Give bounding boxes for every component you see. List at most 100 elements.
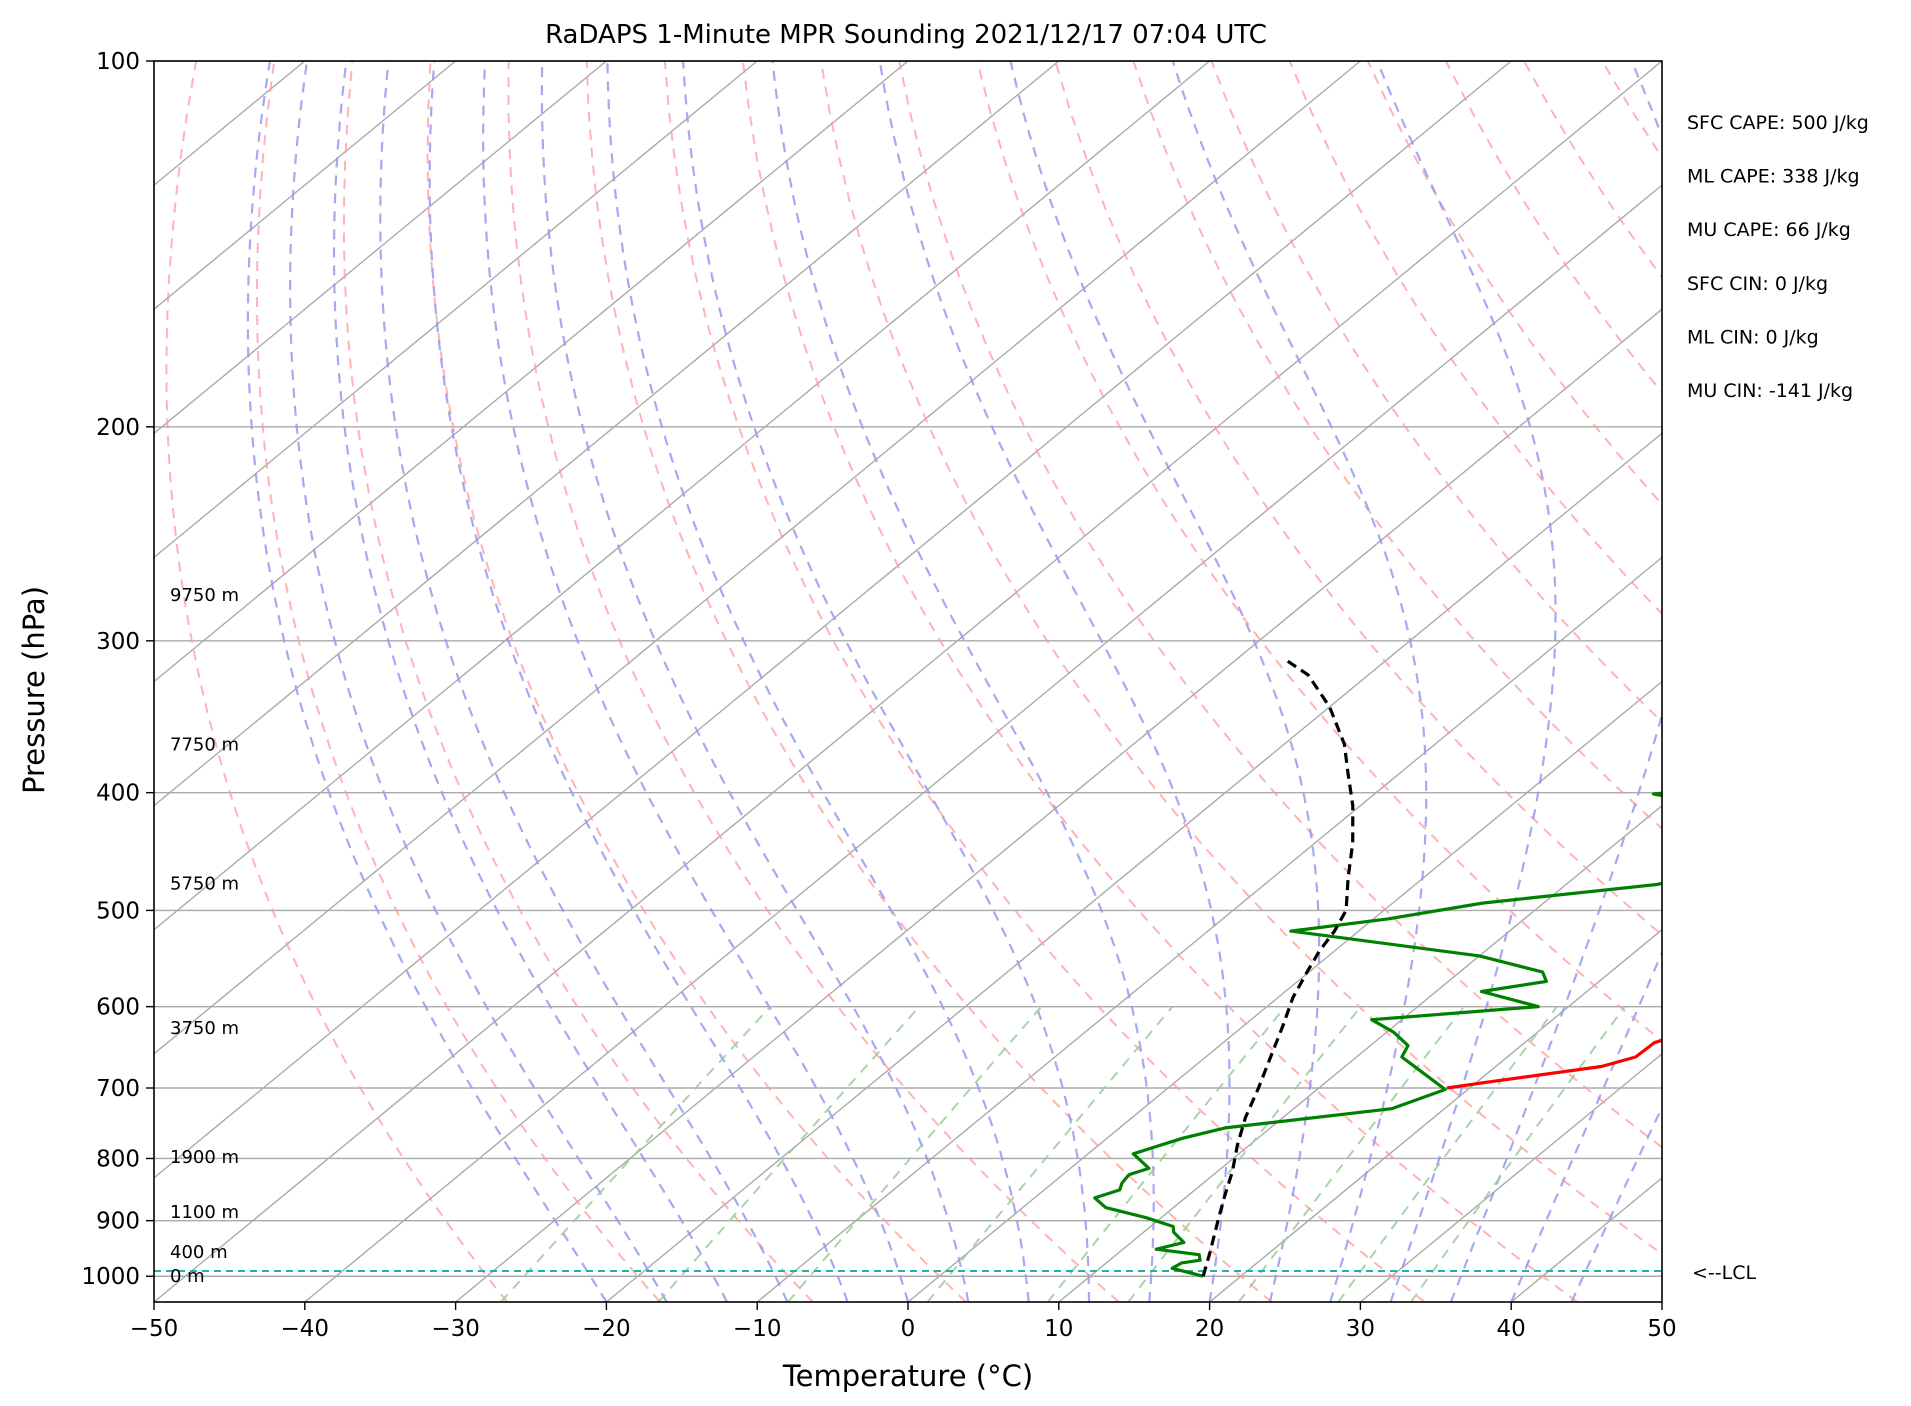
height-label: 5750 m: [170, 873, 239, 894]
dry-adiabat: [1836, 61, 1911, 1302]
isotherm: [154, 61, 1512, 1179]
isotherm: [304, 184, 1662, 1302]
y-axis-label: Pressure (hPa): [17, 586, 51, 794]
dewpoint-line: [1093, 791, 1662, 1278]
stat-label: SFC CAPE: 500 J/kg: [1687, 112, 1869, 134]
stat-label: MU CAPE: 66 J/kg: [1687, 219, 1851, 241]
x-tick-label: 10: [1044, 1316, 1073, 1342]
mixing-ratio-line: [926, 1005, 1174, 1302]
x-tick-label: 50: [1647, 1316, 1676, 1342]
height-label: 9750 m: [170, 585, 239, 606]
dry-adiabat: [256, 61, 661, 1302]
moist-adiabat: [771, 61, 1155, 1302]
isotherm: [154, 61, 1662, 1302]
isotherm: [907, 680, 1662, 1302]
x-tick-label: −40: [281, 1316, 330, 1342]
mixing-ratio-line: [1127, 1005, 1362, 1302]
lcl-label: <--LCL: [1692, 1262, 1756, 1284]
moist-adiabat: [606, 61, 1030, 1302]
x-tick-label: −50: [130, 1316, 179, 1342]
isotherm: [1661, 1301, 1662, 1302]
dry-adiabat: [1758, 61, 1911, 1302]
mixing-ratio-line: [1238, 1005, 1465, 1302]
dry-adiabat: [1680, 61, 1911, 1302]
isotherm: [0, 61, 3, 1302]
background-lines: [0, 61, 1911, 1302]
height-label: 400 m: [170, 1242, 228, 1263]
mixing-ratio-line: [657, 1005, 920, 1302]
isotherm: [154, 61, 607, 435]
isotherm: [154, 61, 457, 311]
moist-adiabat: [481, 61, 910, 1302]
stat-label: MU CIN: -141 J/kg: [1687, 380, 1853, 402]
moist-adiabat: [1570, 1104, 1662, 1302]
dry-adiabat: [165, 61, 508, 1302]
height-label: 1100 m: [170, 1202, 239, 1223]
moist-adiabat: [1009, 61, 1321, 1302]
dry-adiabat: [507, 61, 1120, 1302]
stat-label: ML CAPE: 338 J/kg: [1687, 166, 1860, 188]
isotherm: [154, 61, 909, 683]
mixing-ratio-line: [500, 1005, 772, 1302]
dry-adiabat: [741, 61, 1579, 1302]
height-labels: 0 m 400 m 1100 m 1900 m 3750 m 5750 m 7750 m 97…: [170, 585, 239, 1287]
dry-adiabat: [1445, 61, 1662, 395]
chart-title: RaDAPS 1-Minute MPR Sounding 2021/12/17 …: [545, 20, 1267, 50]
x-axis: −50 −40 −30 −20 −10 0 10 20 30 40 50: [130, 1302, 1677, 1342]
y-tick-label: 100: [96, 49, 140, 75]
isotherm: [1359, 1052, 1662, 1302]
parcel-line: [1201, 656, 1355, 1277]
dry-adiabat: [820, 61, 1662, 1256]
y-tick-label: 600: [96, 995, 140, 1021]
dry-adiabat: [342, 61, 814, 1302]
mixing-ratio-line: [1337, 1006, 1558, 1302]
isotherm: [455, 308, 1662, 1302]
dry-adiabat: [1288, 61, 1662, 616]
moist-adiabat: [1510, 949, 1662, 1302]
moist-adiabat: [332, 61, 728, 1302]
isotherm: [1813, 61, 1911, 1302]
dry-adiabat: [585, 61, 1273, 1302]
x-tick-label: 40: [1497, 1316, 1526, 1342]
x-tick-label: −30: [431, 1316, 480, 1342]
dry-adiabat: [976, 61, 1662, 1043]
moist-adiabat: [288, 61, 668, 1302]
height-label: 1900 m: [170, 1147, 239, 1168]
isotherm: [605, 432, 1662, 1302]
moist-adiabat: [878, 61, 1231, 1302]
y-tick-label: 900: [96, 1209, 140, 1235]
dry-adiabat: [1054, 61, 1662, 937]
moist-adiabat: [379, 61, 789, 1302]
y-tick-label: 500: [96, 898, 140, 924]
isotherm: [1209, 928, 1662, 1302]
height-label: 7750 m: [170, 734, 239, 755]
isotherm: [154, 61, 1361, 1055]
height-label: 3750 m: [170, 1018, 239, 1039]
x-tick-label: −10: [733, 1316, 782, 1342]
y-tick-label: 200: [96, 415, 140, 441]
y-tick-label: 1000: [81, 1264, 140, 1290]
x-tick-label: 20: [1195, 1316, 1224, 1342]
mixing-ratio-line: [787, 1005, 1043, 1302]
isotherm: [154, 61, 1211, 931]
dry-adiabat: [898, 61, 1662, 1149]
y-tick-label: 800: [96, 1146, 140, 1172]
dry-adiabat: [426, 61, 967, 1302]
x-axis-label: Temperature (°C): [782, 1359, 1033, 1393]
stat-label: ML CIN: 0 J/kg: [1687, 326, 1819, 348]
moist-adiabat: [1376, 61, 1557, 1302]
y-tick-label: 300: [96, 629, 140, 655]
dry-adiabat: [1523, 61, 1662, 279]
y-axis: 1000 900 800 700 600 500 400 300 200 100: [81, 49, 154, 1290]
moist-adiabat: [1171, 61, 1428, 1302]
moist-adiabat: [428, 61, 849, 1302]
x-tick-label: 30: [1346, 1316, 1375, 1342]
isotherm: [154, 61, 1060, 807]
moist-adiabat: [1449, 61, 1662, 1302]
moist-adiabat: [682, 61, 1091, 1302]
y-tick-label: 700: [96, 1076, 140, 1102]
x-tick-label: −20: [582, 1316, 631, 1342]
isotherm: [154, 61, 758, 559]
isotherm: [1510, 1176, 1662, 1302]
